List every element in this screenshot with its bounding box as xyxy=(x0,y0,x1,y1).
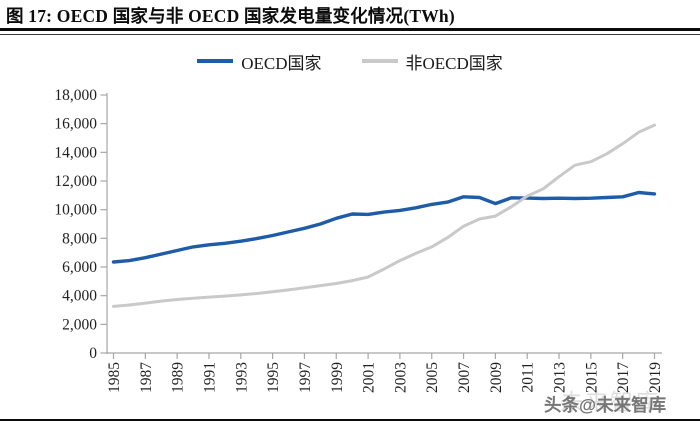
x-tick-label: 1993 xyxy=(233,362,250,393)
x-tick-label: 2001 xyxy=(361,362,378,393)
x-tick-label: 2003 xyxy=(392,362,409,393)
y-tick-label: 10,000 xyxy=(54,202,97,219)
legend-item-non-oecd: 非OECD国家 xyxy=(361,49,503,74)
y-tick-label: 8,000 xyxy=(62,230,97,247)
x-tick-label: 1995 xyxy=(265,362,282,393)
watermark-ghost: 未来智库 xyxy=(560,389,660,415)
y-tick-label: 12,000 xyxy=(54,173,97,190)
y-tick-label: 4,000 xyxy=(62,288,97,305)
figure-title: 图 17: OECD 国家与非 OECD 国家发电量变化情况(TWh) xyxy=(6,6,455,26)
x-tick-label: 1991 xyxy=(201,362,218,393)
bottom-rule xyxy=(0,419,700,421)
y-tick-label: 0 xyxy=(89,345,97,362)
x-tick-label: 1999 xyxy=(329,362,346,393)
y-tick-label: 14,000 xyxy=(54,144,97,161)
legend-label-non-oecd: 非OECD国家 xyxy=(405,53,503,73)
y-tick-label: 6,000 xyxy=(62,259,97,276)
chart-legend: OECD国家 非OECD国家 xyxy=(0,49,700,74)
x-tick-label: 1985 xyxy=(106,362,123,393)
title-rule-thin xyxy=(0,34,700,35)
x-tick-label: 2019 xyxy=(647,362,664,393)
legend-label-oecd: OECD国家 xyxy=(241,53,322,73)
watermark: 头条@未来智库 xyxy=(544,395,667,415)
y-tick-label: 2,000 xyxy=(62,316,97,333)
x-tick-label: 2017 xyxy=(615,362,632,393)
y-tick-label: 18,000 xyxy=(54,87,97,104)
x-tick-label: 2015 xyxy=(583,362,600,393)
oecd-line-swatch xyxy=(197,59,234,63)
y-tick-label: 16,000 xyxy=(54,116,97,133)
non-oecd-series-line xyxy=(112,123,656,308)
non-oecd-line-swatch xyxy=(361,59,398,63)
title-rule-thick xyxy=(0,28,700,31)
oecd-series-line xyxy=(111,190,657,264)
x-tick-label: 1989 xyxy=(170,362,187,393)
x-tick-label: 2007 xyxy=(456,362,473,393)
x-tick-label: 2009 xyxy=(488,362,505,393)
x-tick-label: 2011 xyxy=(520,362,537,392)
x-tick-label: 2013 xyxy=(552,362,569,393)
legend-item-oecd: OECD国家 xyxy=(197,49,322,74)
x-tick-label: 2005 xyxy=(424,362,441,393)
x-tick-label: 1997 xyxy=(297,362,314,393)
x-tick-label: 1987 xyxy=(138,362,155,393)
